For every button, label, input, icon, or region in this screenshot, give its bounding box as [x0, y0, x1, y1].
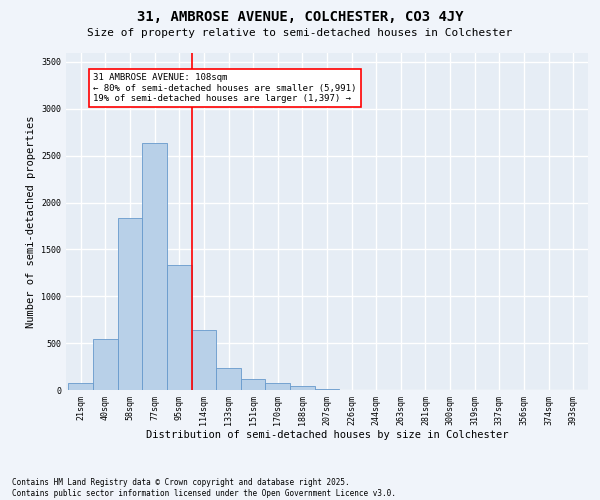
- Bar: [314, 388, 340, 390]
- Text: Contains HM Land Registry data © Crown copyright and database right 2025.
Contai: Contains HM Land Registry data © Crown c…: [12, 478, 396, 498]
- Bar: [290, 386, 314, 390]
- Y-axis label: Number of semi-detached properties: Number of semi-detached properties: [26, 115, 35, 328]
- Bar: [216, 368, 241, 390]
- Bar: [265, 384, 290, 390]
- Bar: [191, 330, 216, 390]
- Bar: [68, 382, 93, 390]
- Bar: [142, 142, 167, 390]
- Text: 31 AMBROSE AVENUE: 108sqm
← 80% of semi-detached houses are smaller (5,991)
19% : 31 AMBROSE AVENUE: 108sqm ← 80% of semi-…: [93, 73, 356, 103]
- Bar: [167, 266, 191, 390]
- Bar: [241, 379, 265, 390]
- Bar: [93, 340, 118, 390]
- Text: Size of property relative to semi-detached houses in Colchester: Size of property relative to semi-detach…: [88, 28, 512, 38]
- X-axis label: Distribution of semi-detached houses by size in Colchester: Distribution of semi-detached houses by …: [146, 430, 508, 440]
- Bar: [118, 218, 142, 390]
- Text: 31, AMBROSE AVENUE, COLCHESTER, CO3 4JY: 31, AMBROSE AVENUE, COLCHESTER, CO3 4JY: [137, 10, 463, 24]
